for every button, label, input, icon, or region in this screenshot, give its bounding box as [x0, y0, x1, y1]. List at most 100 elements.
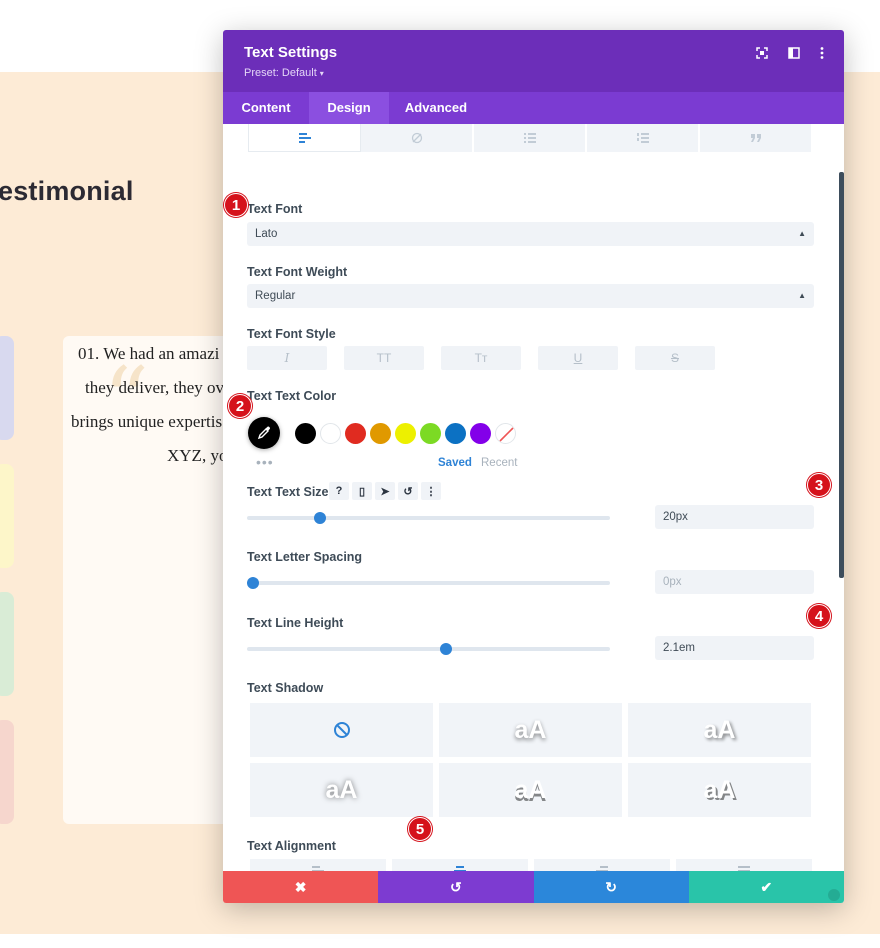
step-badge-2: 2 — [228, 394, 252, 418]
shadow-option-4[interactable]: aA — [439, 763, 622, 817]
subtab-text-align[interactable] — [248, 124, 361, 152]
page-footer-strip — [0, 934, 880, 948]
step-badge-4: 4 — [807, 604, 831, 628]
ordered-list-icon — [636, 133, 649, 143]
line-height-slider[interactable] — [247, 643, 610, 655]
eyedropper-icon — [257, 426, 270, 440]
letter-spacing-input[interactable]: 0px — [655, 570, 814, 594]
text-font-style-label: Text Font Style — [247, 327, 336, 341]
text-alignment-label: Text Alignment — [247, 839, 336, 853]
responsive-icon[interactable]: ▯ — [352, 482, 372, 500]
more-vertical-icon[interactable]: ⋮ — [421, 482, 441, 500]
settings-body: Text Font Lato ▲ Text Font Weight Regula… — [223, 124, 844, 871]
select-arrows-icon: ▲ — [798, 229, 806, 238]
list-icon — [523, 133, 536, 143]
reset-icon[interactable]: ↺ — [398, 482, 418, 500]
text-font-weight-select[interactable]: Regular ▲ — [247, 284, 814, 308]
tab-design[interactable]: Design — [309, 92, 389, 124]
sidebar-toggle-icon[interactable] — [787, 46, 801, 60]
color-swatch-black[interactable] — [295, 423, 316, 444]
subtab-quote[interactable] — [700, 124, 813, 152]
subtab-unordered-list[interactable] — [474, 124, 587, 152]
color-swatch-none[interactable] — [495, 423, 516, 444]
color-swatch-green[interactable] — [420, 423, 441, 444]
modal-tabs: Content Design Advanced — [223, 92, 844, 124]
color-swatch-purple[interactable] — [470, 423, 491, 444]
select-arrows-icon: ▲ — [798, 291, 806, 300]
scrollbar[interactable] — [839, 172, 844, 578]
save-button[interactable]: ✔ — [688, 871, 844, 903]
help-icon[interactable]: ? — [329, 482, 349, 500]
undo-button[interactable]: ↺ — [378, 871, 534, 903]
align-right-icon — [596, 866, 608, 871]
shadow-option-5[interactable]: aA — [628, 763, 811, 817]
text-font-value: Lato — [255, 228, 278, 240]
testimonial-text-line: XYZ, yo — [167, 446, 228, 465]
section-heading: estimonial — [0, 176, 134, 206]
slider-handle[interactable] — [314, 512, 326, 524]
text-font-weight-label: Text Font Weight — [247, 265, 348, 279]
color-swatch-yellow[interactable] — [395, 423, 416, 444]
align-left-icon — [298, 132, 311, 143]
align-left-icon — [312, 866, 324, 871]
align-center-button[interactable] — [392, 859, 528, 871]
color-swatch-red[interactable] — [345, 423, 366, 444]
cancel-button[interactable]: ✖ — [223, 871, 379, 903]
color-swatch-orange[interactable] — [370, 423, 391, 444]
color-swatch-white[interactable] — [320, 423, 341, 444]
underline-button[interactable]: U — [538, 346, 618, 370]
modal-title: Text Settings — [244, 44, 338, 61]
caret-down-icon: ▾ — [319, 69, 324, 78]
redo-button[interactable]: ↻ — [533, 871, 689, 903]
color-swatch-blue[interactable] — [445, 423, 466, 444]
testimonial-tab-3[interactable] — [0, 592, 14, 696]
more-vertical-icon[interactable] — [815, 46, 829, 60]
more-colors-icon[interactable]: ••• — [256, 454, 274, 470]
testimonial-tab-2[interactable] — [0, 464, 14, 568]
shadow-option-2[interactable]: aA — [628, 703, 811, 757]
testimonial-tab-1[interactable] — [0, 336, 14, 440]
text-size-input[interactable]: 20px — [655, 505, 814, 529]
italic-button[interactable]: I — [247, 346, 327, 370]
align-left-button[interactable] — [250, 859, 386, 871]
eyedropper-button[interactable] — [248, 417, 280, 449]
capitalize-button[interactable]: Tт — [441, 346, 521, 370]
text-font-select[interactable]: Lato ▲ — [247, 222, 814, 246]
shadow-option-1[interactable]: aA — [439, 703, 622, 757]
quote-icon — [750, 134, 761, 142]
testimonial-text-line: 01. We had an amazi — [78, 344, 220, 363]
testimonial-text-line: brings unique expertis — [71, 412, 223, 431]
letter-spacing-label: Text Letter Spacing — [247, 550, 363, 564]
shadow-option-3[interactable]: aA — [250, 763, 433, 817]
recent-colors-tab[interactable]: Recent — [481, 457, 518, 469]
align-right-button[interactable] — [534, 859, 670, 871]
align-center-icon — [454, 866, 466, 871]
align-justify-icon — [738, 866, 750, 871]
letter-spacing-slider[interactable] — [247, 577, 610, 589]
resize-handle-icon[interactable] — [828, 889, 840, 901]
line-height-label: Text Line Height — [247, 616, 344, 630]
hover-icon[interactable]: ➤ — [375, 482, 395, 500]
link-icon — [411, 132, 422, 144]
slider-handle[interactable] — [247, 577, 259, 589]
saved-colors-tab[interactable]: Saved — [438, 457, 472, 469]
step-badge-1: 1 — [224, 193, 248, 217]
text-size-tools: ? ▯ ➤ ↺ ⋮ — [329, 482, 441, 500]
subtab-link[interactable] — [361, 124, 474, 152]
strikethrough-button[interactable]: S — [635, 346, 715, 370]
expand-icon[interactable] — [755, 46, 769, 60]
preset-selector[interactable]: Preset: Default ▾ — [244, 67, 324, 79]
uppercase-button[interactable]: TT — [344, 346, 424, 370]
modal-header[interactable]: Text Settings Preset: Default ▾ — [223, 30, 844, 92]
subtab-ordered-list[interactable] — [587, 124, 700, 152]
text-size-slider[interactable] — [247, 512, 610, 524]
tab-content[interactable]: Content — [241, 100, 291, 115]
shadow-none-option[interactable] — [250, 703, 433, 757]
slider-handle[interactable] — [440, 643, 452, 655]
line-height-input[interactable]: 2.1em — [655, 636, 814, 660]
align-justify-button[interactable] — [676, 859, 812, 871]
testimonial-tab-4[interactable] — [0, 720, 14, 824]
modal-footer: ✖ ↺ ↻ ✔ — [223, 871, 844, 903]
preset-label: Preset: Default — [244, 67, 317, 79]
tab-advanced[interactable]: Advanced — [404, 100, 468, 115]
